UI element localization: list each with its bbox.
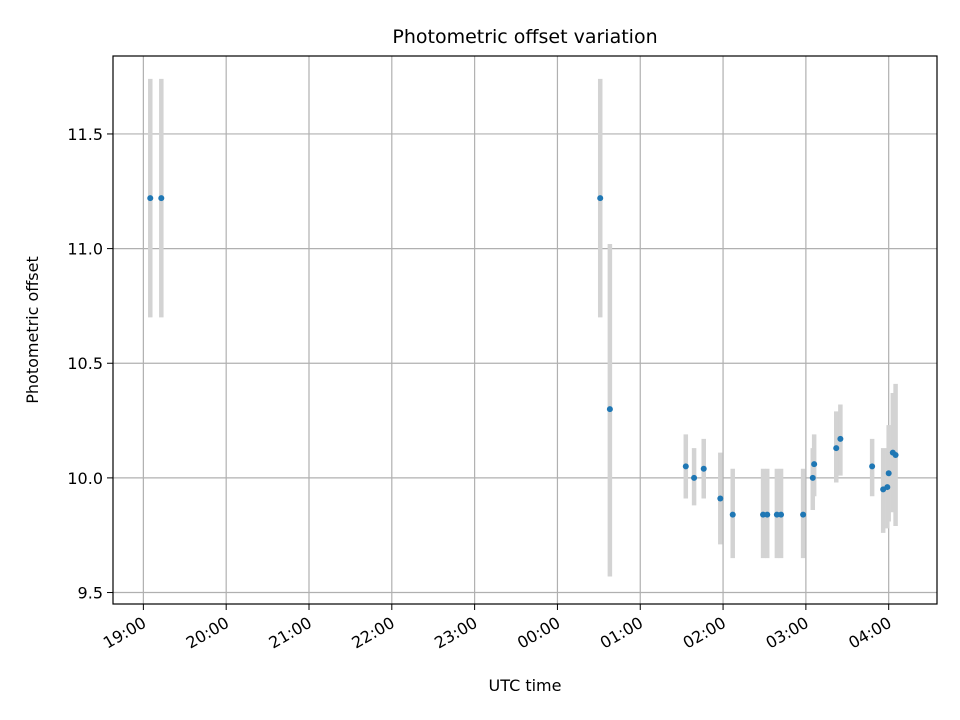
data-point [729,511,736,518]
x-axis-title: UTC time [489,676,562,695]
y-axis-title: Photometric offset [23,256,42,404]
data-point [884,484,891,491]
data-point [760,511,767,518]
y-tick-label: 9.5 [78,584,103,603]
grid [113,56,937,604]
data-point [717,495,724,502]
y-tick-label: 11.5 [67,125,103,144]
data-point [147,195,154,202]
data-point [700,465,707,472]
data-point [691,474,698,481]
chart-title: Photometric offset variation [392,26,657,48]
data-point [597,195,604,202]
data-point [892,451,899,458]
plot-frame [112,55,938,605]
y-tick-label: 10.5 [67,354,103,373]
data-point [837,435,844,442]
data-point [773,511,780,518]
data-point [833,445,840,452]
y-axis-ticks: 9.5 10.0 10.5 11.0 11.5 [67,125,113,603]
data-point [811,461,818,468]
data-point [869,463,876,470]
data-point [809,474,816,481]
data-points [147,195,899,518]
data-point [778,511,785,518]
data-point [682,463,689,470]
data-point [606,406,613,413]
y-tick-label: 10.0 [67,469,103,488]
data-point [158,195,165,202]
data-point [800,511,807,518]
y-tick-label: 11.0 [67,240,103,259]
data-point [764,511,771,518]
data-point [885,470,892,477]
